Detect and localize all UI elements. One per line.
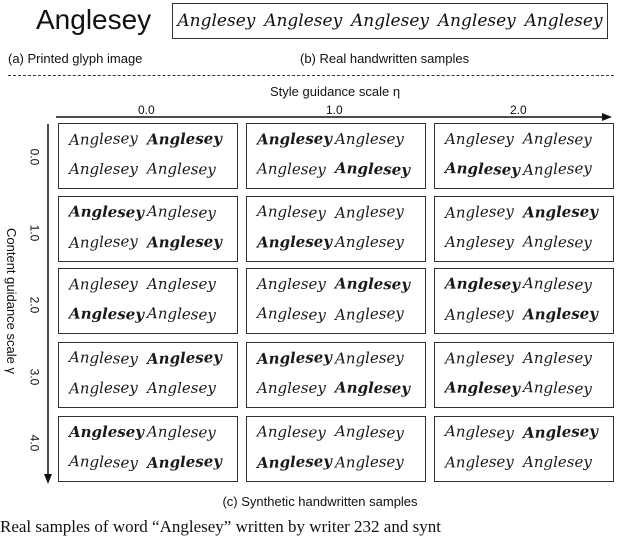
- sample-cell: Anglesey Anglesey Anglesey Anglesey: [246, 416, 426, 482]
- synthetic-sample-word: Anglesey: [68, 378, 138, 398]
- synthetic-sample-word: Anglesey: [68, 129, 139, 149]
- synthetic-sample-word: Anglesey: [444, 348, 514, 368]
- synthetic-sample-word: Anglesey: [256, 304, 327, 324]
- x-axis-title: Style guidance scale η: [270, 84, 401, 99]
- sample-cell: Anglesey Anglesey Anglesey Anglesey: [246, 123, 426, 189]
- real-sample: Anglesey: [437, 11, 516, 31]
- synthetic-sample-word: Anglesey: [68, 274, 138, 294]
- synthetic-sample-word: Anglesey: [256, 451, 333, 473]
- y-tick-2: 2.0: [27, 296, 42, 314]
- x-tick-2: 2.0: [510, 103, 527, 117]
- synthetic-sample-word: Anglesey: [523, 349, 592, 367]
- sample-cell: Anglesey Anglesey Anglesey Anglesey: [434, 123, 614, 189]
- synthetic-sample-word: Anglesey: [256, 202, 327, 222]
- synthetic-sample-word: Anglesey: [68, 452, 139, 472]
- caption-printed-glyph: (a) Printed glyph image: [8, 51, 143, 66]
- caption-real-samples: (b) Real handwritten samples: [300, 51, 470, 66]
- synthetic-sample-word: Anglesey: [256, 422, 326, 442]
- synthetic-sample-word: Anglesey: [68, 202, 145, 222]
- synthetic-sample-word: Anglesey: [146, 347, 223, 369]
- synthetic-sample-word: Anglesey: [147, 379, 216, 397]
- figure-caption-text: Real samples of word “Anglesey” written …: [0, 517, 441, 536]
- y-axis-title: Content guidance scale γ: [4, 228, 19, 374]
- synthetic-sample-word: Anglesey: [444, 274, 521, 294]
- y-tick-1: 1.0: [27, 224, 42, 242]
- synthetic-sample-word: Anglesey: [335, 130, 404, 148]
- synthetic-sample-word: Anglesey: [522, 274, 593, 294]
- synthetic-sample-word: Anglesey: [146, 451, 223, 473]
- synthetic-sample-word: Anglesey: [444, 378, 521, 398]
- real-sample: Anglesey: [350, 11, 429, 31]
- synthetic-sample-word: Anglesey: [68, 232, 139, 252]
- synthetic-sample-word: Anglesey: [334, 378, 411, 398]
- sample-cell: Anglesey Anglesey Anglesey Anglesey: [58, 416, 238, 482]
- synthetic-sample-word: Anglesey: [444, 158, 521, 180]
- synthetic-sample-word: Anglesey: [522, 159, 593, 179]
- real-samples-box: Anglesey Anglesey Anglesey Anglesey Angl…: [172, 3, 608, 39]
- synthetic-sample-word: Anglesey: [146, 129, 223, 149]
- synthetic-sample-word: Anglesey: [522, 304, 599, 324]
- sample-cell: Anglesey Anglesey Anglesey Anglesey: [58, 342, 238, 408]
- synthetic-sample-word: Anglesey: [334, 202, 405, 222]
- real-sample: Anglesey: [524, 11, 603, 31]
- synthetic-sample-word: Anglesey: [522, 378, 593, 398]
- synthetic-sample-word: Anglesey: [69, 160, 138, 178]
- synthetic-sample-word: Anglesey: [147, 275, 216, 293]
- synthetic-sample-word: Anglesey: [522, 202, 599, 222]
- sample-cell: Anglesey Anglesey Anglesey Anglesey: [434, 196, 614, 262]
- synthetic-sample-word: Anglesey: [334, 348, 404, 368]
- synthetic-sample-word: Anglesey: [522, 421, 599, 443]
- section-divider: [8, 75, 614, 76]
- synthetic-sample-word: Anglesey: [256, 159, 326, 179]
- synthetic-sample-word: Anglesey: [146, 202, 217, 222]
- real-sample: Anglesey: [264, 11, 343, 31]
- y-tick-3: 3.0: [27, 368, 42, 386]
- sample-cell: Anglesey Anglesey Anglesey Anglesey: [434, 268, 614, 334]
- caption-synthetic-samples: (c) Synthetic handwritten samples: [222, 494, 418, 509]
- sample-cell: Anglesey Anglesey Anglesey Anglesey: [246, 196, 426, 262]
- synthetic-sample-word: Anglesey: [256, 347, 333, 369]
- synthetic-sample-word: Anglesey: [523, 453, 592, 471]
- synthetic-sample-word: Anglesey: [334, 304, 405, 324]
- synthetic-sample-word: Anglesey: [146, 232, 223, 252]
- synthetic-sample-word: Anglesey: [334, 158, 411, 180]
- synthetic-sample-word: Anglesey: [445, 233, 514, 251]
- synthetic-sample-word: Anglesey: [444, 422, 515, 442]
- x-tick-0: 0.0: [138, 103, 155, 117]
- synthetic-sample-word: Anglesey: [444, 304, 515, 324]
- synthetic-sample-word: Anglesey: [444, 202, 515, 222]
- sample-cell: Anglesey Anglesey Anglesey Anglesey: [434, 416, 614, 482]
- synthetic-sample-word: Anglesey: [335, 233, 404, 251]
- synthetic-sample-word: Anglesey: [522, 129, 592, 149]
- sample-cell: Anglesey Anglesey Anglesey Anglesey: [58, 123, 238, 189]
- synthetic-sample-word: Anglesey: [68, 304, 145, 324]
- sample-cell: Anglesey Anglesey Anglesey Anglesey: [246, 342, 426, 408]
- synthetic-sample-word: Anglesey: [257, 379, 326, 397]
- printed-glyph-word: Anglesey: [36, 4, 152, 35]
- synthetic-sample-word: Anglesey: [334, 452, 404, 472]
- y-tick-0: 0.0: [27, 148, 42, 166]
- x-tick-1: 1.0: [326, 103, 343, 117]
- sample-cell: Anglesey Anglesey Anglesey Anglesey: [58, 196, 238, 262]
- synthetic-sample-word: Anglesey: [69, 423, 144, 441]
- synthetic-sample-word: Anglesey: [146, 304, 217, 324]
- synthetic-sample-word: Anglesey: [256, 232, 333, 252]
- synthetic-sample-word: Anglesey: [257, 275, 326, 293]
- synthetic-sample-word: Anglesey: [444, 452, 514, 472]
- synthetic-sample-word: Anglesey: [334, 422, 405, 442]
- synthetic-sample-word: Anglesey: [445, 130, 514, 148]
- synthetic-sample-word: Anglesey: [68, 348, 139, 368]
- synthetic-sample-word: Anglesey: [146, 159, 216, 179]
- y-tick-4: 4.0: [27, 434, 42, 452]
- sample-cell: Anglesey Anglesey Anglesey Anglesey: [434, 342, 614, 408]
- synthetic-sample-word: Anglesey: [146, 422, 216, 442]
- sample-cell: Anglesey Anglesey Anglesey Anglesey: [58, 268, 238, 334]
- synthetic-sample-word: Anglesey: [522, 232, 592, 252]
- sample-cell: Anglesey Anglesey Anglesey Anglesey: [246, 268, 426, 334]
- real-sample: Anglesey: [177, 11, 256, 31]
- synthetic-sample-word: Anglesey: [334, 274, 411, 294]
- synthetic-sample-word: Anglesey: [256, 129, 333, 149]
